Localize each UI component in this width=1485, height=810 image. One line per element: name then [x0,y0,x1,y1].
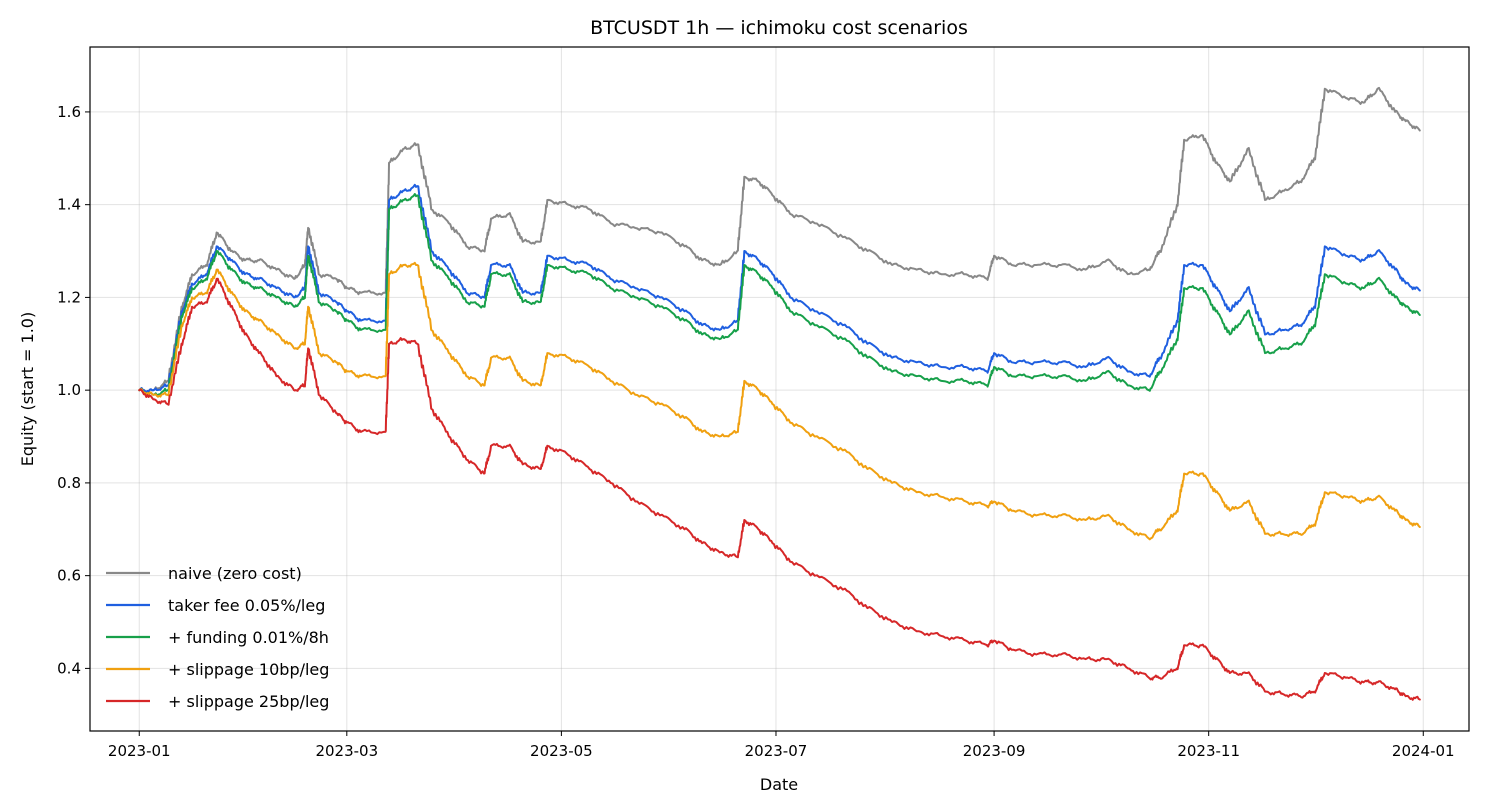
series-line-1 [138,183,1421,394]
x-tick-label: 2023-01 [108,742,171,760]
series-line-3 [138,261,1421,541]
series-layer [138,86,1421,701]
y-tick-label: 1.0 [57,381,81,399]
x-tick-label: 2023-09 [963,742,1026,760]
series-line-4 [138,277,1421,701]
y-axis: 0.4 0.6 0.8 1.0 1.2 1.4 1.6 [57,103,90,677]
x-tick-label: 2023-07 [745,742,808,760]
y-tick-label: 0.6 [57,567,81,585]
x-tick-label: 2023-05 [530,742,593,760]
legend-label-4: + slippage 25bp/leg [168,692,329,711]
legend-label-3: + slippage 10bp/leg [168,660,329,679]
series-line-2 [138,193,1421,396]
y-axis-label: Equity (start = 1.0) [18,312,37,466]
legend-label-2: + funding 0.01%/8h [168,628,329,647]
x-axis: 2023-01 2023-03 2023-05 2023-07 2023-09 2023-… [108,731,1455,760]
x-axis-label: Date [760,775,798,794]
plot-frame [89,46,1470,732]
y-tick-label: 0.8 [57,474,81,492]
y-tick-label: 1.6 [57,103,81,121]
series-line-0 [138,86,1421,394]
y-tick-label: 1.4 [57,196,81,214]
chart-title: BTCUSDT 1h — ichimoku cost scenarios [590,17,968,39]
y-tick-label: 1.2 [57,288,81,306]
legend-label-0: naive (zero cost) [168,564,302,583]
y-tick-label: 0.4 [57,659,81,677]
legend: naive (zero cost) taker fee 0.05%/leg + fu… [106,564,329,711]
x-tick-label: 2024-01 [1392,742,1455,760]
x-tick-label: 2023-11 [1177,742,1240,760]
x-tick-label: 2023-03 [315,742,378,760]
legend-label-1: taker fee 0.05%/leg [168,596,325,615]
grid-layer [90,47,1469,731]
